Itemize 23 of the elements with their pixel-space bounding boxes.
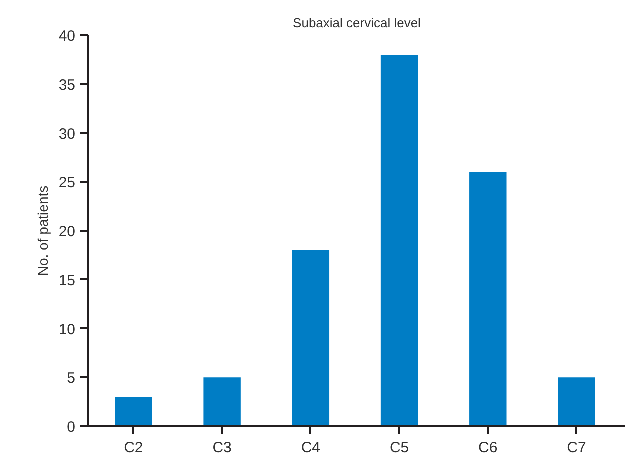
y-tick-label: 35 bbox=[58, 76, 76, 94]
y-axis-title: No. of patients bbox=[34, 186, 51, 276]
bar bbox=[380, 55, 418, 426]
y-tick-label: 20 bbox=[58, 224, 76, 240]
bar bbox=[558, 378, 596, 426]
bar bbox=[470, 172, 507, 426]
bar bbox=[292, 250, 330, 426]
bar bbox=[204, 378, 241, 426]
x-tick-label: C4 bbox=[301, 440, 321, 456]
y-tick-label: 25 bbox=[58, 174, 76, 192]
chart-title: Subaxial cervical level bbox=[293, 16, 422, 30]
x-tick-label: C3 bbox=[212, 440, 232, 456]
y-tick-label: 15 bbox=[58, 272, 76, 290]
y-tick-label: 30 bbox=[58, 126, 76, 143]
y-tick-label: 10 bbox=[58, 321, 76, 338]
x-tick-label: C2 bbox=[124, 440, 144, 456]
x-tick-label: C7 bbox=[567, 440, 586, 456]
y-tick-label: 5 bbox=[67, 370, 76, 388]
x-tick-label: C5 bbox=[390, 440, 410, 456]
y-tick-label: 0 bbox=[67, 419, 76, 436]
y-tick-label: 40 bbox=[58, 28, 76, 45]
bar bbox=[115, 397, 152, 426]
x-tick-label: C6 bbox=[478, 440, 498, 456]
